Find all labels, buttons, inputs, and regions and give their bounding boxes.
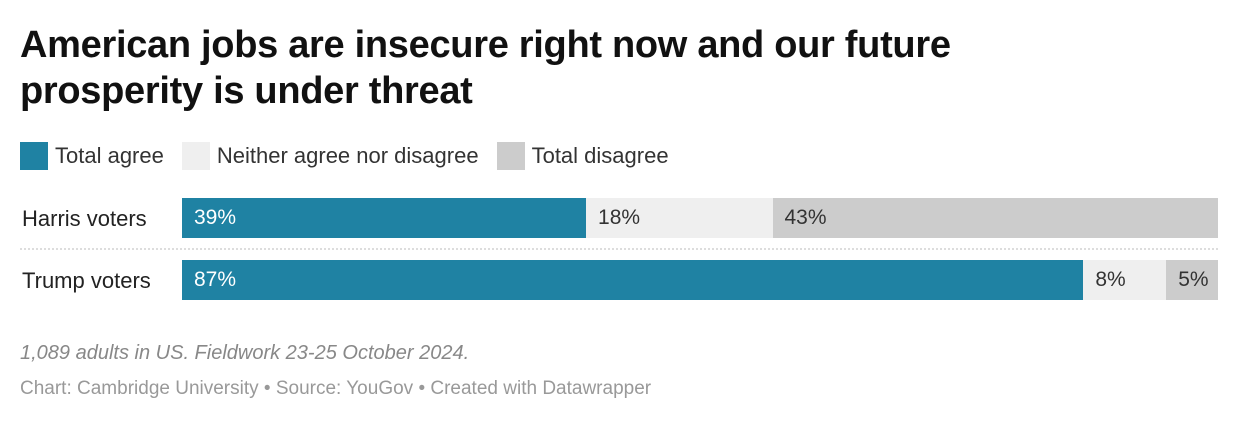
- bar-row: Harris voters 39% 18% 43%: [20, 198, 1218, 238]
- legend-label: Total disagree: [531, 143, 669, 168]
- category-label: Harris voters: [22, 206, 147, 231]
- bar-segment: 18%: [586, 198, 773, 238]
- legend-label: Neither agree nor disagree: [216, 143, 479, 168]
- legend-item: Neither agree nor disagree: [181, 142, 479, 170]
- bar-segment: 43%: [772, 198, 1218, 238]
- row-separator: [20, 248, 1218, 250]
- legend-swatch: [20, 142, 48, 170]
- bar-segment: 39%: [182, 198, 587, 238]
- legend-item: Total agree: [20, 142, 164, 170]
- legend-label: Total agree: [55, 143, 164, 168]
- bar-segment: 5%: [1166, 260, 1218, 300]
- chart-note: 1,089 adults in US. Fieldwork 23-25 Octo…: [20, 342, 470, 364]
- stacked-bar: 39% 18% 43%: [182, 198, 1218, 238]
- stacked-bar: 87% 8% 5%: [182, 260, 1218, 300]
- category-label: Trump voters: [22, 268, 151, 293]
- bar-segment: 87%: [182, 260, 1084, 300]
- legend-item: Total disagree: [496, 142, 669, 170]
- legend-swatch: [496, 142, 525, 170]
- chart-source: Chart: Cambridge University • Source: Yo…: [20, 378, 652, 399]
- bar-segment: 8%: [1083, 260, 1167, 300]
- legend: Total agree Neither agree nor disagree Tot…: [20, 142, 687, 170]
- chart-title: American jobs are insecure right now and…: [20, 24, 951, 112]
- legend-swatch: [181, 142, 210, 170]
- bar-row: Trump voters 87% 8% 5%: [20, 260, 1218, 300]
